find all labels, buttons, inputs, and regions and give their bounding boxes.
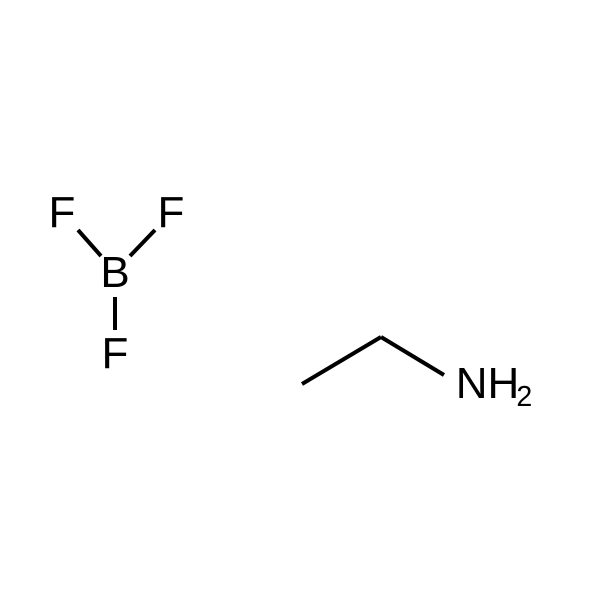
bond-c2-n	[381, 337, 444, 375]
atom-NH2-text: NH	[456, 359, 520, 408]
atom-NH2: NH2	[456, 362, 532, 406]
molecule-canvas: B F F F NH2	[0, 0, 600, 600]
bond-b-f2	[130, 230, 155, 256]
bond-c1-c2	[302, 337, 381, 384]
bond-b-f1	[78, 230, 101, 256]
bond-layer	[0, 0, 600, 600]
atom-F-upper-left: F	[49, 191, 76, 235]
atom-F-lower: F	[102, 332, 129, 376]
atom-NH2-sub: 2	[516, 381, 532, 413]
atom-F-upper-right: F	[158, 191, 185, 235]
atom-B: B	[100, 251, 129, 295]
